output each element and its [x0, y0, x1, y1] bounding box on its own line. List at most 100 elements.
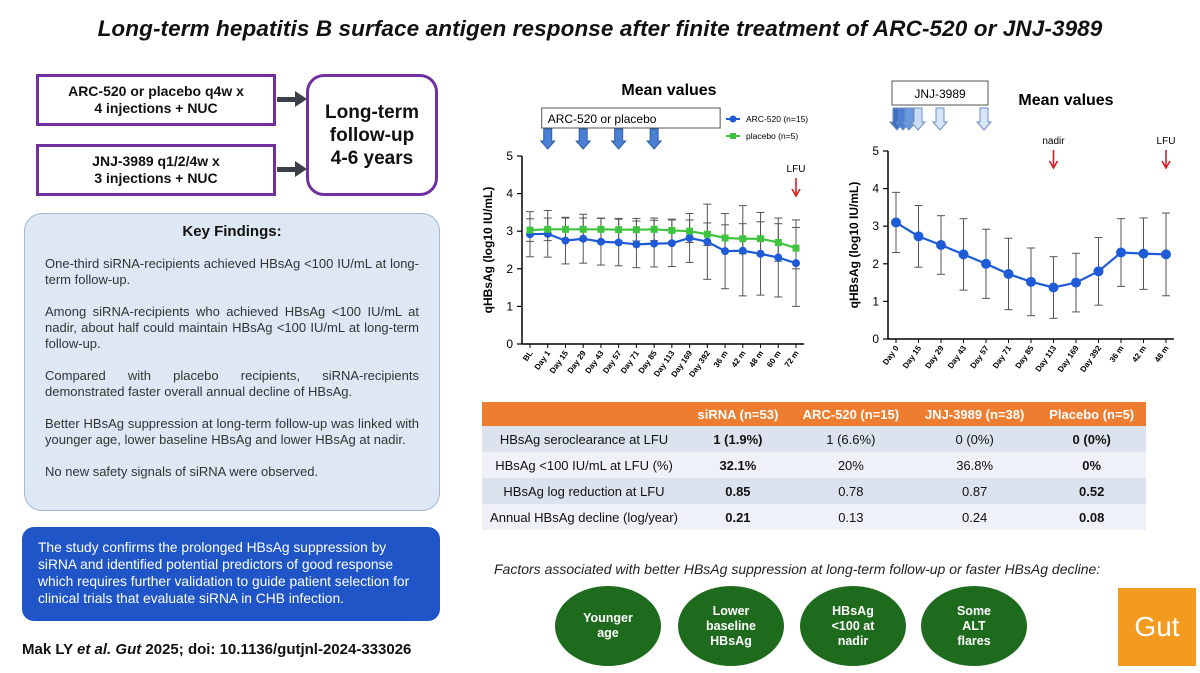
data-point — [615, 226, 623, 234]
table-cell: 36.8% — [911, 452, 1038, 478]
page-title: Long-term hepatitis B surface antigen re… — [97, 16, 1103, 41]
data-point — [738, 246, 747, 255]
x-tick-label: 72 m — [783, 349, 801, 369]
data-point — [792, 244, 800, 252]
y-tick-label: 4 — [872, 182, 879, 196]
table-header-row: siRNA (n=53) ARC-520 (n=15) JNJ-3989 (n=… — [482, 402, 1146, 426]
table-cell: 0.24 — [911, 504, 1038, 530]
conclusion-box: The study confirms the prolonged HBsAg s… — [22, 527, 440, 621]
data-point — [632, 240, 641, 249]
table-cell: 0.87 — [911, 478, 1038, 504]
table-header: ARC-520 (n=15) — [789, 402, 912, 426]
factor-line: baseline — [705, 618, 757, 633]
arrow-right-icon — [277, 161, 307, 177]
factor-line: ALT — [962, 618, 986, 633]
data-point — [1003, 268, 1014, 279]
dosing-arrow-icon — [909, 107, 927, 131]
data-point — [774, 253, 783, 262]
table-cell: 0.08 — [1037, 504, 1146, 530]
data-point — [1071, 277, 1081, 288]
factor-line: <100 at — [831, 618, 875, 633]
factors-title: Factors associated with better HBsAg sup… — [494, 561, 1101, 577]
lfu-arrow-head — [791, 188, 801, 198]
treatment-label: JNJ-3989 — [914, 87, 966, 101]
factor-oval: HBsAg <100 at nadir — [800, 586, 906, 666]
lfu-arrow-head — [1161, 160, 1171, 170]
table-cell: 0.52 — [1037, 478, 1146, 504]
results-table: siRNA (n=53) ARC-520 (n=15) JNJ-3989 (n=… — [482, 402, 1146, 530]
y-tick-label: 5 — [872, 144, 879, 158]
table-header — [482, 402, 686, 426]
table-cell: HBsAg seroclearance at LFU — [482, 426, 686, 452]
table-cell: 0.13 — [789, 504, 912, 530]
injection-arrow-icon — [610, 128, 627, 150]
data-point — [561, 236, 570, 245]
jnj-3989-arm-box: JNJ-3989 q1/2/4w x 3 injections + NUC — [36, 144, 276, 196]
citation-authors: Mak LY — [22, 641, 73, 658]
follow-up-line: follow-up — [329, 124, 415, 146]
x-tick-label: Day 43 — [946, 344, 968, 371]
table-cell: 1 (1.9%) — [686, 426, 790, 452]
follow-up-line: 4-6 years — [330, 147, 414, 169]
factor-line: age — [597, 626, 619, 640]
x-tick-label: 42 m — [1130, 344, 1148, 364]
chart-title: Mean values — [621, 82, 716, 99]
table-cell: 0 (0%) — [911, 426, 1038, 452]
x-tick-label: 48 m — [747, 349, 765, 369]
y-tick-label: 1 — [872, 294, 879, 308]
jnj-3989-line-chart: 0 1 2 3 4 5 Day 0 Day 15 Day 29 Day 43 Day 57 Day 7… — [847, 80, 1175, 374]
arm-line: 3 injections + NUC — [94, 170, 218, 186]
x-tick-label: Day 0 — [881, 344, 901, 367]
table-cell: 0.21 — [686, 504, 790, 530]
x-tick-label: Day 392 — [1078, 344, 1103, 374]
gut-logo: Gut — [1118, 588, 1196, 666]
y-tick-label: 3 — [872, 219, 879, 233]
table-cell: 32.1% — [686, 452, 790, 478]
data-point — [891, 217, 901, 228]
data-point — [756, 249, 765, 258]
data-point — [721, 234, 729, 242]
y-tick-label: 0 — [872, 332, 879, 346]
data-point — [739, 235, 747, 243]
table-header: JNJ-3989 (n=38) — [911, 402, 1038, 426]
arrow-right-icon — [277, 91, 307, 107]
data-point — [597, 225, 605, 233]
follow-up-line: Long-term — [325, 101, 419, 123]
table-cell: 0.78 — [789, 478, 912, 504]
factor-line: Some — [956, 603, 992, 618]
citation-journal: Gut — [115, 641, 142, 658]
y-axis-label: qHBsAg (log10 IU/mL) — [481, 187, 495, 314]
follow-up-box: Long-term follow-up 4-6 years — [306, 74, 438, 196]
arm-line: JNJ-3989 q1/2/4w x — [92, 153, 220, 169]
x-tick-label: 42 m — [730, 349, 748, 369]
table-row: HBsAg log reduction at LFU 0.85 0.78 0.8… — [482, 478, 1146, 504]
x-tick-label: Day 85 — [1013, 344, 1035, 371]
legend-marker — [729, 115, 737, 123]
data-point — [1048, 282, 1059, 293]
treatment-box — [541, 107, 721, 129]
data-point — [936, 240, 946, 250]
data-point — [614, 238, 623, 247]
factor-line: Younger — [583, 611, 633, 625]
factor-line: nadir — [837, 633, 869, 648]
data-point — [686, 227, 694, 235]
citation: Mak LY et al. Gut 2025; doi: 10.1136/gut… — [22, 641, 411, 658]
dosing-arrow-icon — [975, 107, 993, 131]
dosing-arrow-icon — [931, 107, 949, 131]
table-cell: Annual HBsAg decline (log/year) — [482, 504, 686, 530]
nadir-label: nadir — [1042, 136, 1065, 147]
data-point — [544, 225, 552, 233]
data-point — [685, 233, 694, 242]
data-point — [792, 259, 800, 268]
y-tick-label: 1 — [506, 299, 513, 313]
data-point — [757, 235, 765, 243]
y-tick-label: 5 — [506, 149, 513, 163]
data-point — [579, 234, 588, 243]
arm-line: 4 injections + NUC — [94, 100, 218, 116]
x-tick-label: BL — [521, 349, 535, 363]
arm-line: ARC-520 or placebo q4w x — [68, 83, 244, 99]
y-axis-label: qHBsAg (log10 IU/mL) — [847, 182, 861, 309]
x-tick-label: Day 169 — [1056, 344, 1081, 374]
table-cell: 0 (0%) — [1037, 426, 1146, 452]
